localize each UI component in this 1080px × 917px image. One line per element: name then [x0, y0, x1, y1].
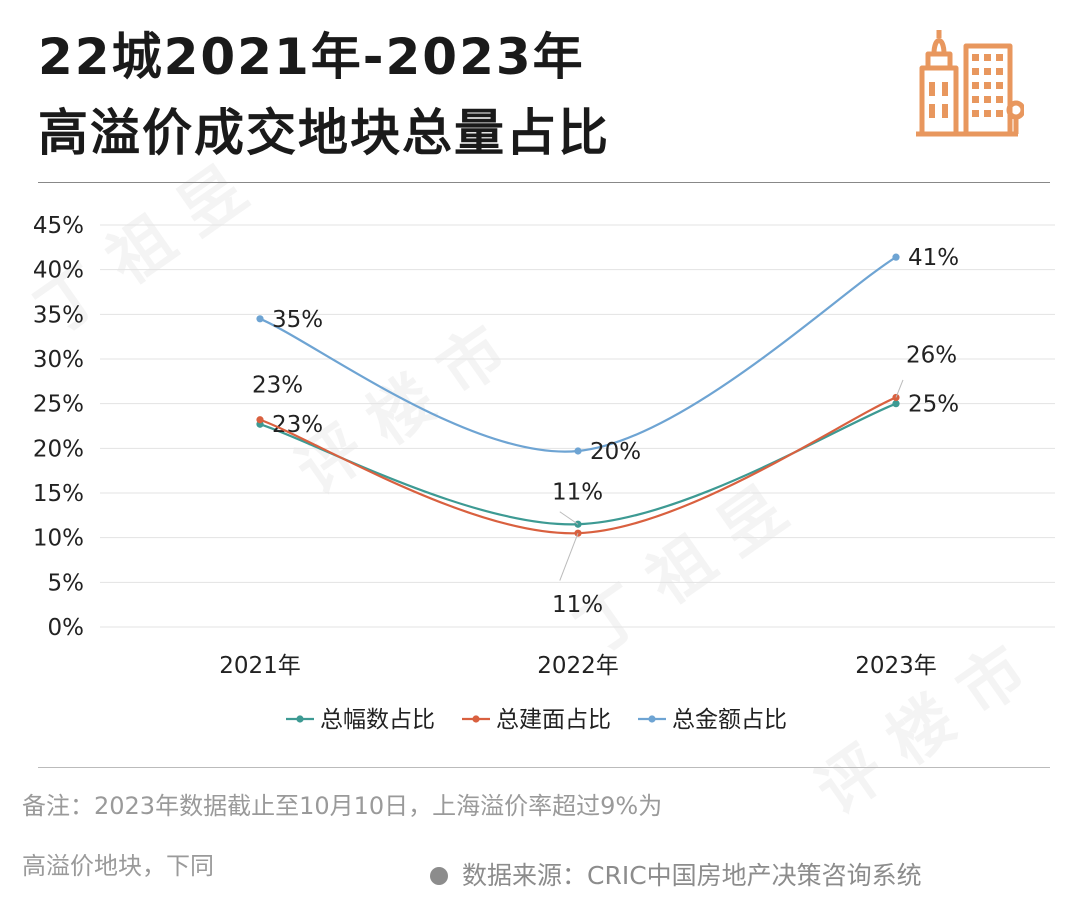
title-divider — [38, 182, 1050, 183]
y-tick-label: 35% — [33, 302, 84, 328]
line-chart: 0% 5% 10% 15% 20% 25% 30% 35% 40% 45% 2021年 2022年 2… — [33, 213, 1055, 733]
y-tick-label: 30% — [33, 347, 84, 373]
page-title-line2: 高溢价成交地块总量占比 — [38, 104, 610, 162]
buildings-icon — [916, 30, 1024, 137]
y-tick-label: 15% — [33, 481, 84, 507]
page-title-line1: 22城2021年-2023年 — [38, 28, 585, 86]
data-point — [256, 315, 264, 323]
y-tick-label: 5% — [48, 570, 85, 596]
legend-label: 总幅数占比 — [320, 707, 435, 733]
legend-marker — [648, 715, 656, 723]
series-line — [259, 396, 897, 535]
data-point — [892, 253, 900, 261]
x-tick-label: 2021年 — [219, 653, 301, 679]
footer-divider — [38, 767, 1050, 768]
label-leader — [895, 379, 904, 398]
legend-marker — [472, 715, 480, 723]
series-line — [259, 256, 897, 453]
data-label: 25% — [908, 392, 959, 418]
label-leader — [559, 533, 579, 581]
data-point — [574, 447, 582, 455]
y-tick-label: 20% — [33, 436, 84, 462]
legend-label: 总金额占比 — [672, 707, 787, 733]
data-label: 23% — [272, 412, 323, 438]
footnote-line1: 备注：2023年数据截止至10月10日，上海溢价率超过9%为 — [22, 792, 663, 820]
y-tick-label: 0% — [48, 615, 85, 641]
legend-label: 总建面占比 — [496, 707, 611, 733]
x-tick-label: 2022年 — [537, 653, 619, 679]
y-tick-label: 10% — [33, 526, 84, 552]
y-tick-label: 45% — [33, 213, 84, 239]
y-tick-label: 25% — [33, 392, 84, 418]
data-label: 41% — [908, 245, 959, 271]
data-point — [256, 416, 264, 424]
x-tick-label: 2023年 — [855, 653, 937, 679]
y-tick-label: 40% — [33, 258, 84, 284]
data-label: 35% — [272, 307, 323, 333]
data-label: 11% — [552, 479, 603, 505]
data-label: 20% — [590, 439, 641, 465]
data-label: 11% — [552, 592, 603, 618]
legend-marker — [296, 715, 304, 723]
data-point — [892, 400, 900, 408]
footnote-line2: 高溢价地块，下同 — [22, 852, 214, 880]
label-leader — [559, 511, 579, 525]
data-source: 数据来源：CRIC中国房地产决策咨询系统 — [430, 856, 922, 892]
bullet-icon — [430, 867, 448, 885]
data-label: 23% — [252, 373, 303, 399]
data-source-text: 数据来源：CRIC中国房地产决策咨询系统 — [462, 861, 922, 890]
data-label: 26% — [906, 342, 957, 368]
